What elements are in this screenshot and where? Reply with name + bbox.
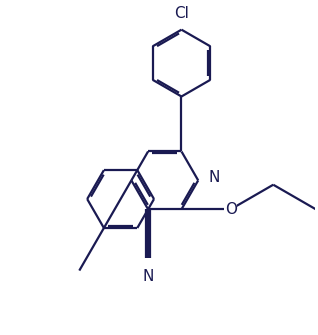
- Text: Cl: Cl: [174, 6, 189, 21]
- Text: O: O: [225, 202, 237, 217]
- Text: N: N: [209, 170, 220, 185]
- Text: N: N: [142, 269, 154, 284]
